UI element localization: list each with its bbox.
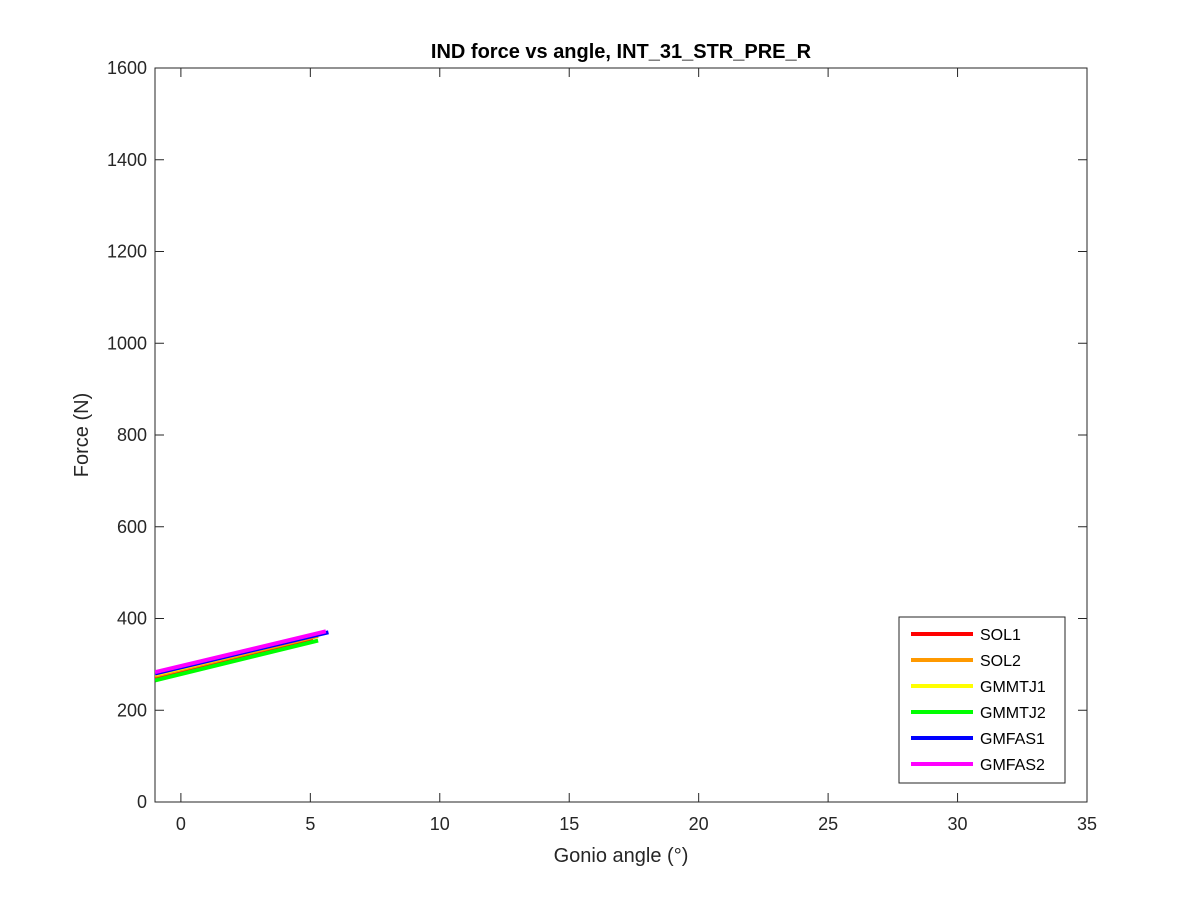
y-tick-label: 0 xyxy=(137,792,147,812)
y-axis-label: Force (N) xyxy=(71,393,93,477)
x-axis-label: Gonio angle (°) xyxy=(554,845,689,867)
legend: SOL1 SOL2 GMMTJ1 GMMTJ2 GMFAS1 GMFAS2 xyxy=(898,616,1066,784)
x-tick-label: 5 xyxy=(305,814,315,834)
chart-title: IND force vs angle, INT_31_STR_PRE_R xyxy=(431,41,812,63)
legend-box xyxy=(898,616,1066,784)
x-tick-label: 35 xyxy=(1077,814,1097,834)
y-tick-label: 1200 xyxy=(107,242,147,262)
y-axis-ticks: 0 200 400 600 800 1000 1200 1400 1600 xyxy=(107,58,1087,812)
legend-label-gmfas2: GMFAS2 xyxy=(980,757,1045,774)
x-axis-ticks: 0 5 10 15 20 25 30 35 xyxy=(176,68,1097,834)
x-tick-label: 20 xyxy=(689,814,709,834)
y-tick-label: 1400 xyxy=(107,150,147,170)
x-tick-label: 0 xyxy=(176,814,186,834)
x-tick-label: 30 xyxy=(948,814,968,834)
series-line-gmmtj2 xyxy=(155,638,319,683)
legend-label-gmfas1: GMFAS1 xyxy=(980,731,1045,748)
legend-label-sol1: SOL1 xyxy=(980,627,1021,644)
series-line-gmfas2 xyxy=(155,629,327,675)
y-tick-label: 600 xyxy=(117,517,147,537)
y-tick-label: 1000 xyxy=(107,333,147,353)
legend-label-gmmtj2: GMMTJ2 xyxy=(980,705,1046,722)
x-tick-label: 25 xyxy=(818,814,838,834)
x-tick-label: 15 xyxy=(559,814,579,834)
legend-label-gmmtj1: GMMTJ1 xyxy=(980,679,1046,696)
legend-label-sol2: SOL2 xyxy=(980,653,1021,670)
series-lines xyxy=(155,629,329,683)
y-tick-label: 800 xyxy=(117,425,147,445)
x-tick-label: 10 xyxy=(430,814,450,834)
y-tick-label: 1600 xyxy=(107,58,147,78)
y-tick-label: 400 xyxy=(117,609,147,629)
y-tick-label: 200 xyxy=(117,700,147,720)
